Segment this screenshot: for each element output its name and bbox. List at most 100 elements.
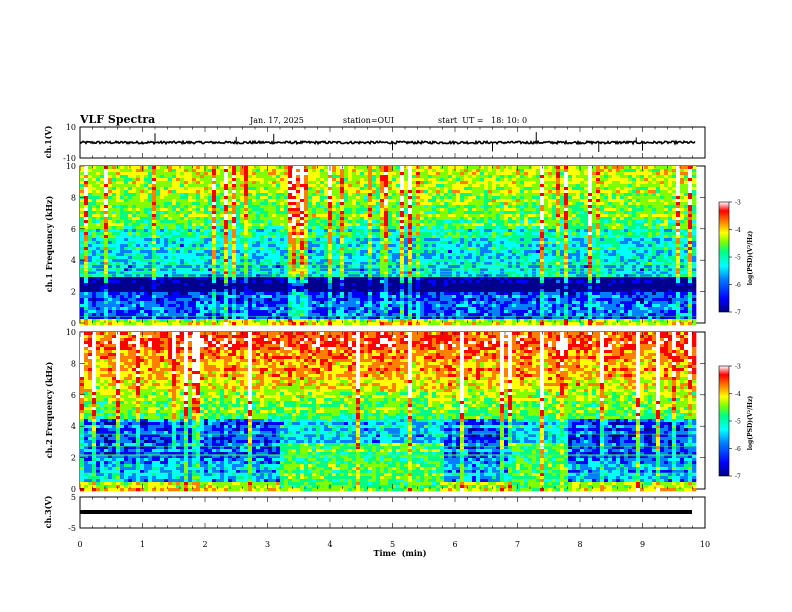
spectrogram-cell (360, 211, 364, 214)
spectrogram-cell (672, 178, 676, 181)
spectrogram-cell (656, 190, 660, 193)
spectrogram-cell (612, 241, 616, 244)
spectrogram-cell (272, 229, 276, 232)
spectrogram-cell (400, 259, 404, 262)
spectrogram-cell (488, 256, 492, 259)
spectrogram-cell (404, 187, 408, 190)
spectrogram-cell (248, 205, 252, 208)
spectrogram-cell (676, 169, 680, 172)
spectrogram-cell (684, 253, 688, 256)
spectrogram-cell (160, 211, 164, 214)
spectrogram-cell (456, 190, 460, 193)
spectrogram-cell (324, 253, 328, 256)
spectrogram-cell (464, 217, 468, 220)
spectrogram-cell (352, 223, 356, 226)
spectrogram-cell (424, 181, 428, 184)
spectrogram-cell (500, 184, 504, 187)
spectrogram-cell (176, 259, 180, 262)
spectrogram-cell (420, 190, 424, 193)
spectrogram-cell (80, 184, 84, 187)
spectrogram-cell (408, 172, 412, 175)
spectrogram-cell (196, 166, 200, 169)
spectrogram-cell (280, 253, 284, 256)
spectrogram-cell (604, 244, 608, 247)
spectrogram-cell (632, 220, 636, 223)
spectrogram-cell (556, 211, 560, 214)
spectrogram-cell (668, 172, 672, 175)
spectrogram-cell (228, 256, 232, 259)
spectrogram-cell (604, 226, 608, 229)
spectrogram-cell (664, 172, 668, 175)
spectrogram-cell (232, 220, 236, 223)
spectrogram-cell (136, 241, 140, 244)
spectrogram-cell (224, 241, 228, 244)
spectrogram-cell (492, 211, 496, 214)
spectrogram-cell (672, 172, 676, 175)
spectrogram-cell (216, 205, 220, 208)
spectrogram-cell (676, 193, 680, 196)
spectrogram-cell (460, 220, 464, 223)
spectrogram-cell (444, 202, 448, 205)
spectrogram-cell (640, 238, 644, 241)
spectrogram-cell (136, 262, 140, 265)
spectrogram-cell (648, 256, 652, 259)
spectrogram-cell (168, 190, 172, 193)
spectrogram-cell (148, 184, 152, 187)
spectrogram-cell (420, 178, 424, 181)
spectrogram-cell (232, 208, 236, 211)
spectrogram-cell (200, 199, 204, 202)
spectrogram-cell (432, 241, 436, 244)
spectrogram-cell (84, 193, 88, 196)
spectrogram-cell (176, 172, 180, 175)
spectrogram-cell (188, 184, 192, 187)
spectrogram-cell (560, 175, 564, 178)
spectrogram-cell (404, 181, 408, 184)
spectrogram-cell (164, 178, 168, 181)
spectrogram-cell (192, 205, 196, 208)
spectrogram-cell (352, 214, 356, 217)
spectrogram-cell (464, 241, 468, 244)
spectrogram-cell (608, 244, 612, 247)
spectrogram-cell (304, 238, 308, 241)
spectrogram-cell (228, 181, 232, 184)
spectrogram-cell (152, 184, 156, 187)
spectrogram-cell (88, 259, 92, 262)
spectrogram-cell (436, 223, 440, 226)
spectrogram-cell (224, 217, 228, 220)
spectrogram-cell (440, 184, 444, 187)
spectrogram-cell (572, 208, 576, 211)
spectrogram-cell (664, 253, 668, 256)
spectrogram-cell (312, 166, 316, 169)
spectrogram-cell (632, 172, 636, 175)
spectrogram-cell (236, 196, 240, 199)
spectrogram-cell (536, 226, 540, 229)
spectrogram-cell (684, 205, 688, 208)
spectrogram-cell (152, 250, 156, 253)
spectrogram-cell (316, 247, 320, 250)
spectrogram-cell (152, 193, 156, 196)
spectrogram-cell (360, 232, 364, 235)
spectrogram-cell (536, 250, 540, 253)
spectrogram-cell (128, 238, 132, 241)
spectrogram-cell (136, 178, 140, 181)
spectrogram-cell (404, 205, 408, 208)
spectrogram-cell (404, 196, 408, 199)
spectrogram-cell (360, 235, 364, 238)
spectrogram-cell (140, 172, 144, 175)
spectrogram-cell (200, 244, 204, 247)
spectrogram-cell (556, 208, 560, 211)
spectrogram-cell (288, 199, 292, 202)
spectrogram-cell (392, 187, 396, 190)
spectrogram-cell (332, 184, 336, 187)
spectrogram-cell (636, 223, 640, 226)
spectrogram-cell (288, 244, 292, 247)
spectrogram-cell (616, 226, 620, 229)
spectrogram-cell (312, 256, 316, 259)
spectrogram-cell (148, 226, 152, 229)
spectrogram-cell (360, 202, 364, 205)
spectrogram-cell (616, 235, 620, 238)
spectrogram-cell (684, 199, 688, 202)
spectrogram-cell (268, 196, 272, 199)
spectrogram-cell (188, 172, 192, 175)
spectrogram-cell (408, 205, 412, 208)
